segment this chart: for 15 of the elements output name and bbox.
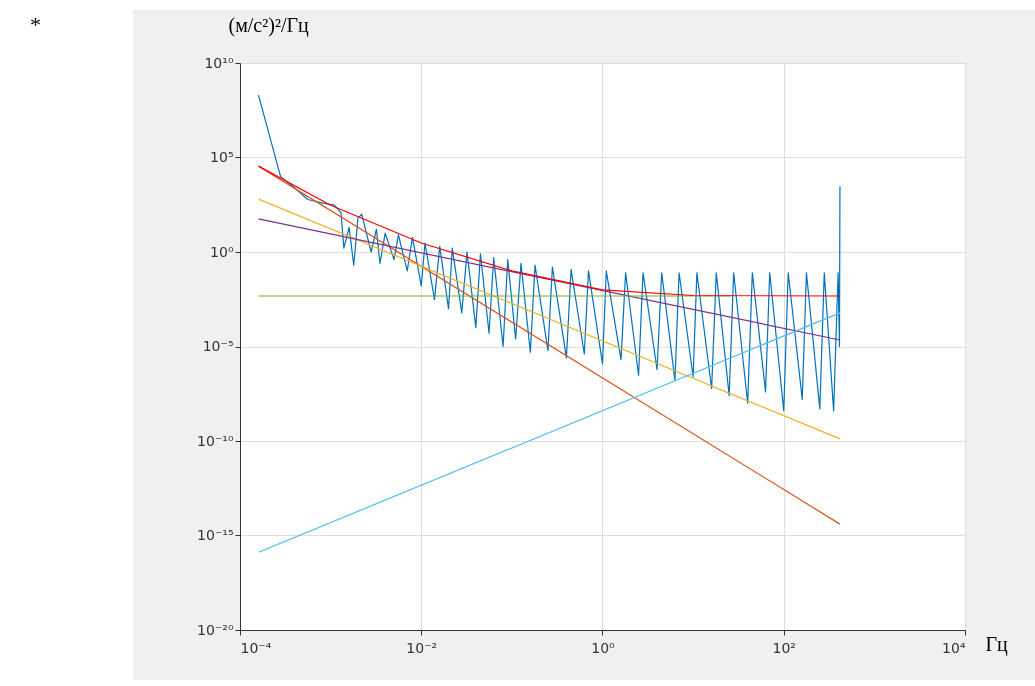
y-tick-label: 10⁰	[210, 243, 234, 260]
text: *	[30, 12, 41, 38]
x-tick-label: 10²	[772, 639, 796, 656]
y-tick-label: 10⁻²⁰	[197, 621, 234, 638]
x-axis-title: Гц	[985, 632, 1009, 656]
x-tick-label: 10⁴	[942, 639, 966, 656]
x-tick-label: 10⁻²	[406, 639, 438, 656]
y-tick-label: 10⁻⁵	[202, 338, 234, 354]
y-tick-label: 10⁻¹⁰	[197, 432, 234, 449]
y-axis-title: (м/с²)²/Гц	[228, 13, 310, 37]
x-tick-label: 10⁻⁴	[240, 639, 272, 656]
y-tick-label: 10⁻¹⁵	[197, 527, 234, 543]
y-tick-label: 10⁵	[210, 149, 234, 165]
x-tick-label: 10⁰	[591, 639, 616, 656]
y-tick-label: 10¹⁰	[204, 54, 234, 71]
